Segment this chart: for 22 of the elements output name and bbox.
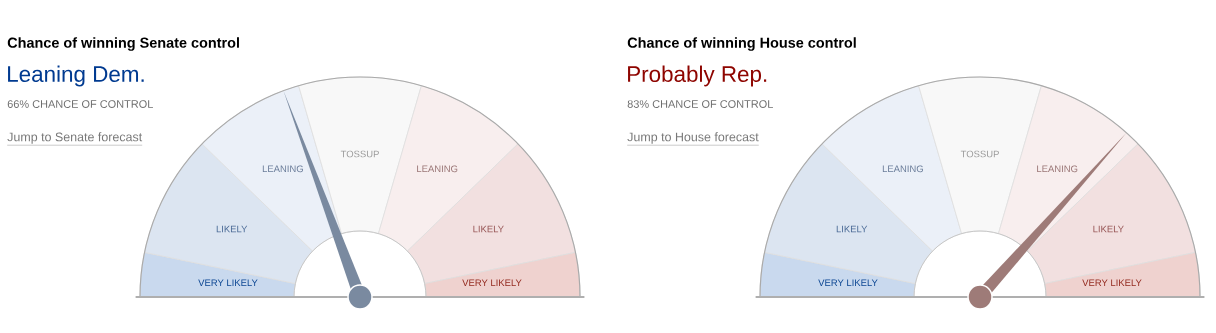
text: 66% CHANCE OF CONTROL bbox=[7, 100, 153, 108]
chart-title: Chance of winning House control bbox=[627, 37, 856, 51]
slice-label: VERY LIKELY bbox=[1082, 279, 1142, 286]
slice-label: VERY LIKELY bbox=[198, 279, 258, 286]
slice-label: LEANING bbox=[262, 165, 303, 173]
slice-label: LEANING bbox=[882, 165, 923, 173]
chart-subtitle: Probably Rep. bbox=[628, 65, 767, 87]
slice-label: LIKELY bbox=[836, 225, 868, 233]
slice-label: TOSSUP bbox=[340, 150, 379, 158]
slice-label: LIKELY bbox=[216, 225, 248, 233]
slice-label: LIKELY bbox=[1093, 225, 1124, 233]
slice-label: LEANING bbox=[417, 165, 458, 173]
slice-label: LEANING bbox=[1037, 165, 1078, 173]
chart-subtitle: Leaning Dem. bbox=[8, 65, 144, 87]
slice-label: TOSSUP bbox=[960, 150, 999, 158]
slice-label: VERY LIKELY bbox=[462, 279, 522, 286]
text: Jump to House forecast bbox=[627, 132, 759, 144]
text: 83% CHANCE OF CONTROL bbox=[627, 100, 773, 108]
text: Jump to Senate forecast bbox=[7, 132, 143, 144]
chart-title: Chance of winning Senate control bbox=[7, 37, 239, 51]
slice-label: LIKELY bbox=[473, 225, 504, 233]
slice-label: VERY LIKELY bbox=[818, 279, 878, 286]
